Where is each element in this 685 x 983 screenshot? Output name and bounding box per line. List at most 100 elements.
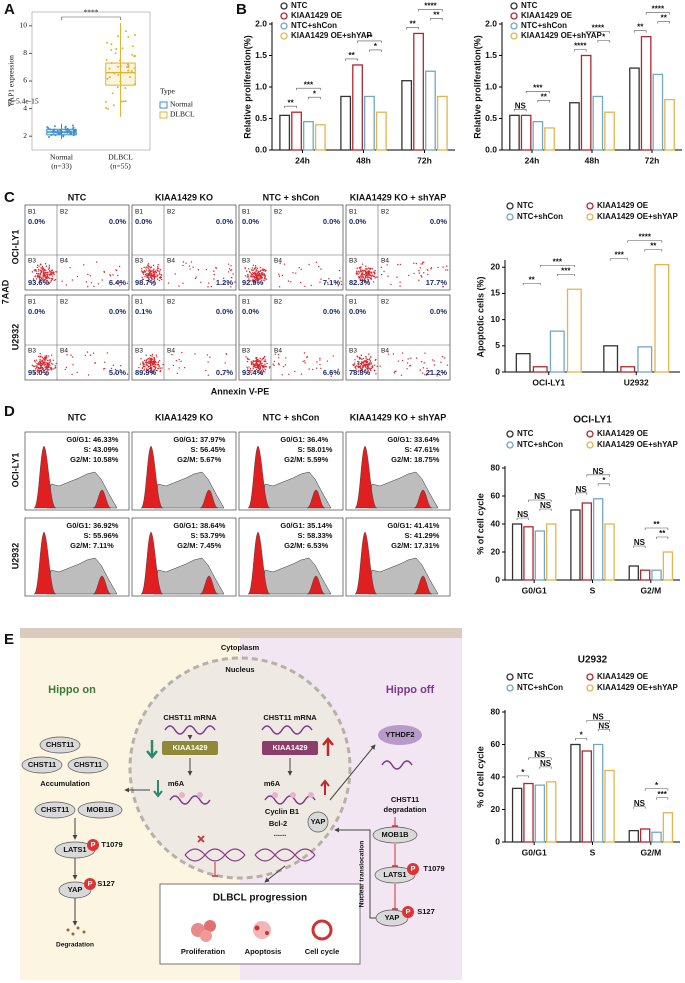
event-dot <box>387 275 389 277</box>
m6a-dot <box>308 792 314 798</box>
y-axis-label: YAP1 expression <box>7 55 16 107</box>
event-dot <box>368 274 371 276</box>
quadrant-value: 0.0% <box>135 217 152 226</box>
diagram-label: KIAA1429 <box>272 743 307 752</box>
event-dot <box>362 366 365 368</box>
event-dot <box>149 270 151 272</box>
legend-label: KIAA1429 OE <box>597 201 649 210</box>
diagram-label: CHST11 <box>391 795 419 804</box>
event-dot <box>246 366 248 369</box>
event-dot <box>254 273 256 275</box>
event-dot <box>357 270 360 273</box>
event-dot <box>263 273 266 275</box>
event-dot <box>153 274 156 276</box>
event-dot <box>246 360 249 363</box>
event-dot <box>250 363 253 365</box>
event-dot <box>406 368 408 370</box>
event-dot <box>152 271 155 273</box>
jitter-point <box>53 128 56 131</box>
event-dot <box>160 278 163 281</box>
quadrant-name: B3 <box>135 348 143 355</box>
diagram-label: MOB1B <box>381 830 409 839</box>
event-dot <box>361 361 363 364</box>
row-label: OCI-LY1 <box>10 453 20 488</box>
event-dot <box>421 263 424 265</box>
jitter-point <box>64 126 67 129</box>
jitter-point <box>115 48 118 51</box>
quadrant-name: B1 <box>349 299 357 306</box>
event-dot <box>147 270 150 272</box>
event-dot <box>422 261 424 263</box>
event-dot <box>207 286 209 288</box>
event-dot <box>368 267 370 269</box>
histogram-g1 <box>247 445 271 509</box>
quadrant-name: B2 <box>274 209 282 216</box>
event-dot <box>225 352 228 355</box>
diagram-label: MOB1B <box>86 805 114 814</box>
event-dot <box>37 268 40 271</box>
event-dot <box>298 266 300 269</box>
event-dot <box>93 285 95 288</box>
event-dot <box>369 369 372 372</box>
event-dot <box>250 275 252 277</box>
event-dot <box>366 361 368 364</box>
event-dot <box>158 365 160 367</box>
event-dot <box>359 271 361 273</box>
event-dot <box>250 273 252 275</box>
event-dot <box>39 367 42 369</box>
event-dot <box>146 276 148 279</box>
event-dot <box>281 274 284 277</box>
event-dot <box>413 272 415 275</box>
sig-bracket <box>585 31 610 34</box>
sig-label: **** <box>652 5 665 14</box>
event-dot <box>47 369 49 371</box>
event-dot <box>43 369 45 371</box>
event-dot <box>46 367 48 369</box>
event-dot <box>119 285 121 287</box>
event-dot <box>364 368 367 371</box>
event-dot <box>264 371 266 373</box>
event-dot <box>147 268 149 270</box>
event-dot <box>168 368 170 370</box>
quadrant-value: 0.7% <box>216 368 233 377</box>
event-dot <box>263 360 265 362</box>
event-dot <box>143 373 146 375</box>
event-dot <box>303 352 306 354</box>
event-dot <box>256 272 258 274</box>
mrna <box>164 725 216 735</box>
sig-label: ** <box>650 242 657 251</box>
jitter-point <box>119 80 122 83</box>
flow-plot <box>238 204 344 291</box>
event-dot <box>221 374 223 376</box>
event-dot <box>256 269 258 271</box>
event-dot <box>37 362 40 364</box>
jitter-point <box>131 53 134 56</box>
jitter-point <box>108 76 111 79</box>
quadrant-name: B4 <box>60 258 68 265</box>
event-dot <box>253 271 256 274</box>
event-dot <box>49 364 51 367</box>
event-dot <box>55 362 57 365</box>
event-dot <box>148 281 151 283</box>
sig-label: NS <box>634 538 646 547</box>
sig-bracket <box>644 788 669 791</box>
phase-name: S: <box>84 445 92 454</box>
event-dot <box>253 267 256 270</box>
event-dot <box>150 273 153 275</box>
event-dot <box>158 270 161 272</box>
event-dot <box>259 366 261 368</box>
event-dot <box>315 261 318 264</box>
event-dot <box>41 360 43 362</box>
column-title: KIAA1429 KO + shYAP <box>350 412 446 422</box>
event-dot <box>269 366 271 368</box>
event-dot <box>439 374 441 376</box>
bar <box>549 330 565 373</box>
sig-bracket <box>656 797 669 800</box>
event-dot <box>44 274 46 276</box>
event-dot <box>299 281 302 284</box>
event-dot <box>319 363 321 366</box>
diagram-label: KIAA1429 <box>172 743 207 752</box>
event-dot <box>210 285 213 288</box>
event-dot <box>254 363 256 365</box>
event-dot <box>387 353 390 355</box>
